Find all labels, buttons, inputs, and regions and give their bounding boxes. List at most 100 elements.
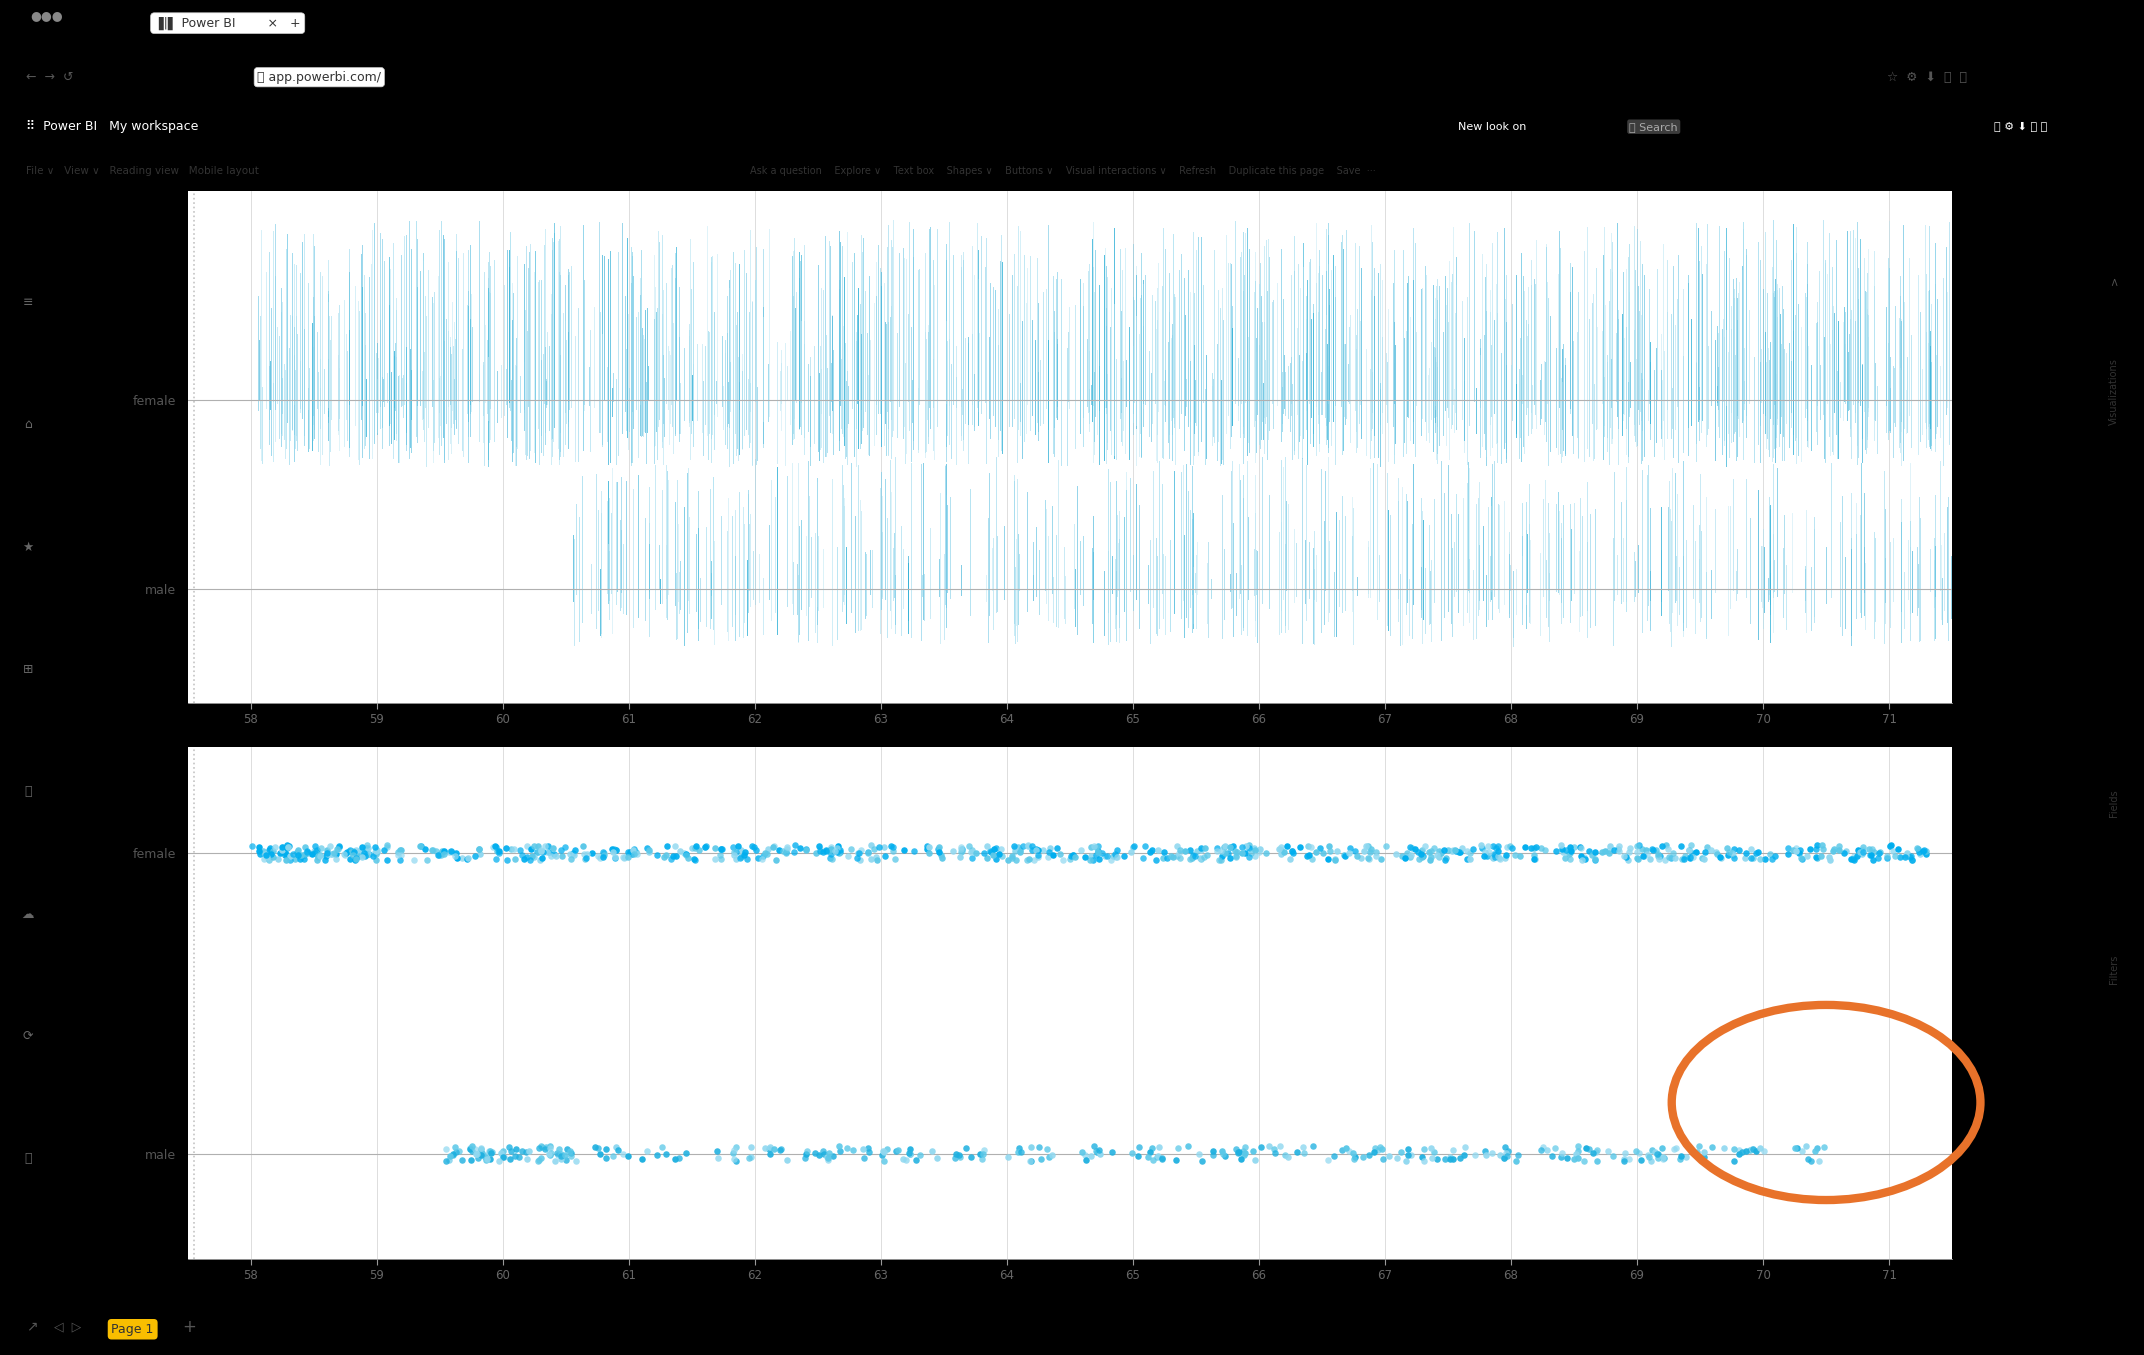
Point [352, 837, 386, 859]
Point [1683, 1135, 1717, 1157]
Point [1160, 835, 1194, 856]
Point [452, 1137, 487, 1159]
Text: Fields: Fields [2110, 789, 2118, 817]
Point [590, 1148, 624, 1169]
Text: ★: ★ [21, 541, 34, 554]
Point [753, 1138, 787, 1160]
Point [1846, 836, 1880, 858]
Text: +: + [182, 1317, 195, 1336]
Point [1698, 840, 1732, 862]
Point [703, 844, 738, 866]
Point [1458, 1144, 1492, 1165]
Point [425, 843, 459, 864]
Point [1428, 850, 1462, 871]
Point [289, 840, 324, 862]
Point [1162, 843, 1196, 864]
Point [1449, 848, 1484, 870]
Point [1113, 840, 1147, 862]
Point [1679, 841, 1713, 863]
Point [1644, 835, 1679, 856]
Point [830, 846, 864, 867]
Point [1162, 1137, 1196, 1159]
Point [823, 839, 858, 860]
Point [1893, 846, 1927, 867]
Point [1837, 848, 1872, 870]
Point [1786, 848, 1820, 870]
Point [1001, 836, 1036, 858]
Point [1715, 841, 1750, 863]
Point [810, 1146, 845, 1168]
Point [1629, 844, 1664, 866]
Point [723, 847, 757, 869]
Point [1578, 841, 1612, 863]
Point [678, 850, 712, 871]
Point [798, 1142, 832, 1164]
Point [1203, 840, 1237, 862]
Point [1098, 843, 1132, 864]
Point [1454, 848, 1488, 870]
Point [810, 1149, 845, 1171]
Point [669, 1142, 703, 1164]
Point [1018, 840, 1053, 862]
Point [521, 1150, 555, 1172]
Point [718, 848, 753, 870]
Point [545, 1144, 579, 1165]
Point [1743, 1137, 1777, 1159]
Point [1606, 1150, 1640, 1172]
Point [870, 1138, 905, 1160]
Point [759, 848, 793, 870]
Point [1233, 835, 1267, 856]
Point [1882, 847, 1917, 869]
Point [1535, 1145, 1569, 1167]
Point [1874, 836, 1908, 858]
Point [720, 836, 755, 858]
Point [875, 835, 909, 856]
Point [1406, 1138, 1441, 1160]
Point [1792, 839, 1827, 860]
Point [727, 841, 761, 863]
Point [322, 836, 356, 858]
Point [463, 1144, 497, 1165]
Point [1141, 839, 1175, 860]
Point [1398, 839, 1432, 860]
Point [1220, 846, 1254, 867]
Point [1235, 843, 1269, 864]
Text: ⌂: ⌂ [24, 419, 32, 431]
Point [941, 1144, 976, 1165]
Point [853, 835, 888, 856]
Point [1524, 1140, 1559, 1161]
Point [1486, 1146, 1520, 1168]
Point [1175, 844, 1209, 866]
Point [527, 836, 562, 858]
Point [1516, 848, 1550, 870]
Point [703, 837, 738, 859]
Point [1083, 1144, 1117, 1165]
Point [716, 836, 750, 858]
Point [1625, 839, 1659, 860]
Point [497, 1145, 532, 1167]
Point [300, 846, 334, 867]
Point [1640, 1144, 1674, 1165]
Point [783, 837, 817, 859]
Point [463, 1137, 497, 1159]
Point [1141, 1145, 1175, 1167]
Point [437, 844, 472, 866]
Point [1394, 1144, 1428, 1165]
Point [1181, 1144, 1216, 1165]
Text: ☁: ☁ [21, 908, 34, 920]
Point [234, 835, 268, 856]
Point [1649, 850, 1683, 871]
Point [1402, 848, 1436, 870]
Point [1299, 841, 1334, 863]
Point [287, 844, 322, 866]
Point [1413, 848, 1447, 870]
Point [470, 1144, 504, 1165]
Point [1286, 1135, 1321, 1157]
Point [1190, 844, 1224, 866]
Point [645, 1137, 680, 1159]
Point [1224, 841, 1259, 863]
Point [963, 1142, 997, 1164]
Point [382, 839, 416, 860]
Point [349, 835, 384, 856]
Point [300, 839, 334, 860]
